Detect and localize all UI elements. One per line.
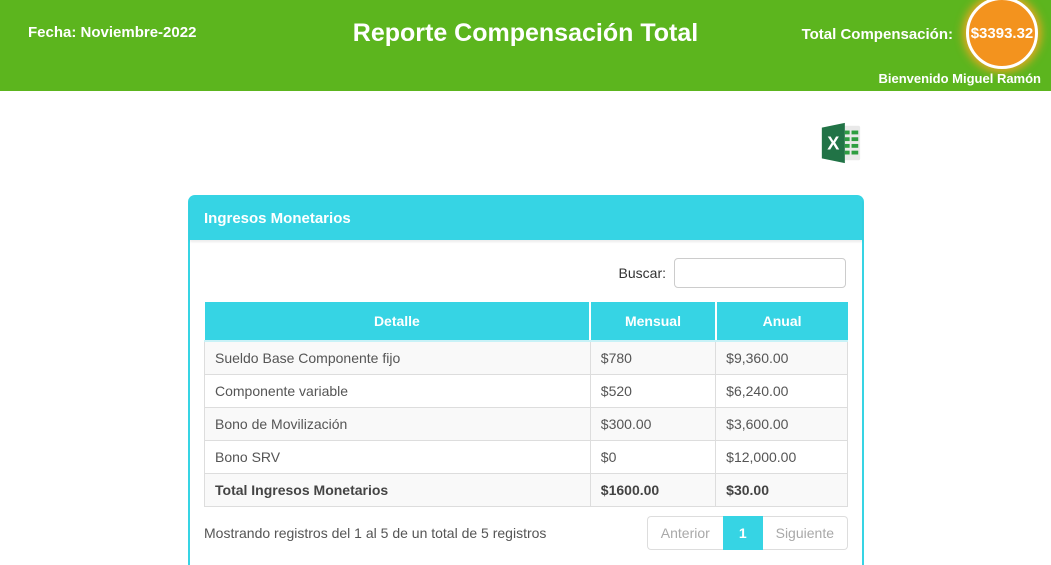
cell-total-label: Total Ingresos Monetarios <box>204 473 591 507</box>
column-header-anual[interactable]: Anual <box>714 302 848 342</box>
report-date: Fecha: Noviembre-2022 <box>28 24 197 41</box>
cell-anual: $12,000.00 <box>715 440 848 474</box>
total-compensation-value: $3393.32 <box>970 24 1034 42</box>
panel-header: Ingresos Monetarios <box>190 197 862 240</box>
search-label: Buscar: <box>618 265 666 281</box>
pagination: Anterior 1 Siguiente <box>646 516 848 550</box>
table-row: Componente variable $520 $6,240.00 <box>204 374 848 408</box>
table-row: Bono de Movilización $300.00 $3,600.00 <box>204 407 848 441</box>
search-row: Buscar: <box>204 258 846 288</box>
svg-text:X: X <box>827 134 839 154</box>
search-input[interactable] <box>674 258 846 288</box>
previous-page-button[interactable]: Anterior <box>646 516 723 550</box>
app-header: Fecha: Noviembre-2022 Reporte Compensaci… <box>0 0 1051 91</box>
table-header-row: Detalle Mensual Anual <box>204 302 848 342</box>
cell-mensual: $520 <box>589 374 717 408</box>
total-compensation-label: Total Compensación: <box>801 26 953 43</box>
column-header-detalle[interactable]: Detalle <box>204 302 591 342</box>
table-row: Bono SRV $0 $12,000.00 <box>204 440 848 474</box>
cell-mensual: $0 <box>589 440 717 474</box>
records-info: Mostrando registros del 1 al 5 de un tot… <box>204 525 547 541</box>
cell-total-anual: $30.00 <box>715 473 848 507</box>
page-title: Reporte Compensación Total <box>352 19 699 47</box>
cell-anual: $6,240.00 <box>715 374 848 408</box>
column-header-mensual[interactable]: Mensual <box>589 302 716 342</box>
table-row: Sueldo Base Componente fijo $780 $9,360.… <box>204 340 848 375</box>
cell-anual: $9,360.00 <box>715 340 848 375</box>
income-table: Detalle Mensual Anual Sueldo Base Compon… <box>204 302 848 507</box>
cell-detalle: Bono de Movilización <box>204 407 591 441</box>
cell-detalle: Componente variable <box>204 374 591 408</box>
cell-detalle: Bono SRV <box>204 440 591 474</box>
excel-icon: X <box>818 122 864 169</box>
cell-mensual: $780 <box>589 340 717 375</box>
total-compensation-badge: $3393.32 <box>966 0 1038 69</box>
cell-detalle: Sueldo Base Componente fijo <box>204 340 591 375</box>
cell-total-mensual: $1600.00 <box>589 473 717 507</box>
ingresos-monetarios-panel: Ingresos Monetarios Buscar: Detalle Mens… <box>188 195 864 565</box>
panel-title: Ingresos Monetarios <box>204 210 351 227</box>
table-footer: Mostrando registros del 1 al 5 de un tot… <box>204 516 848 550</box>
cell-anual: $3,600.00 <box>715 407 848 441</box>
excel-export-button[interactable]: X <box>817 120 865 168</box>
cell-mensual: $300.00 <box>589 407 717 441</box>
current-page-button[interactable]: 1 <box>722 516 763 550</box>
panel-body: Buscar: Detalle Mensual Anual Sueldo Bas… <box>190 240 862 550</box>
welcome-message: Bienvenido Miguel Ramón <box>878 71 1041 86</box>
table-total-row: Total Ingresos Monetarios $1600.00 $30.0… <box>204 473 848 507</box>
next-page-button[interactable]: Siguiente <box>762 516 848 550</box>
